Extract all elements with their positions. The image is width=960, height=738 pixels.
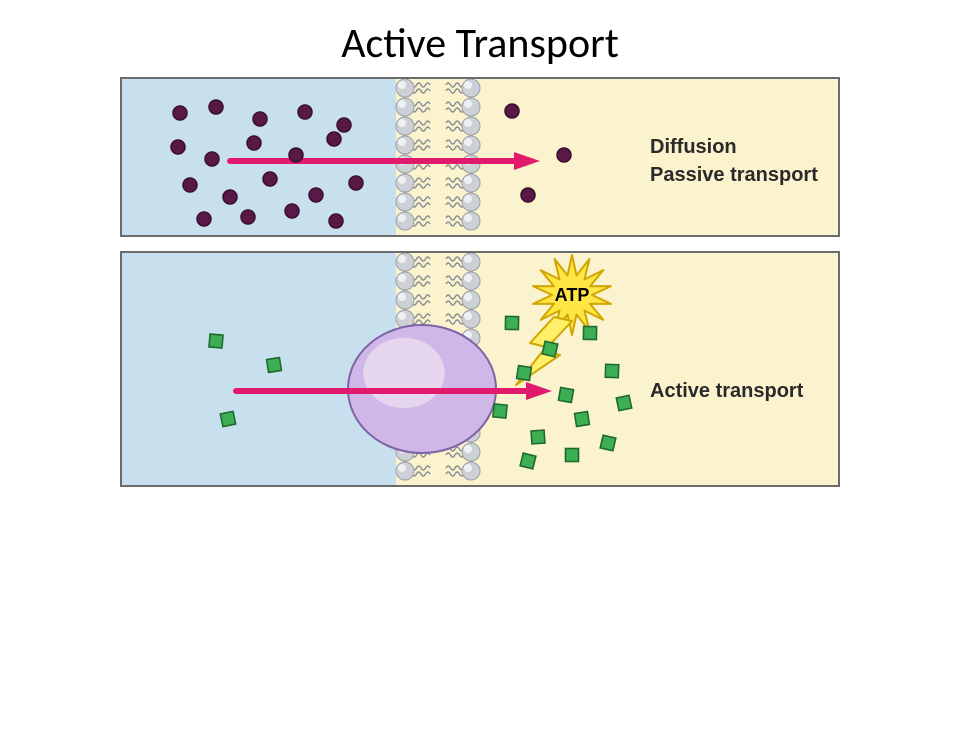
atp-label: ATP xyxy=(555,285,590,305)
active-transport-label: Active transport xyxy=(650,380,804,402)
diagram-panels: Diffusion Passive transport ATP Active tra… xyxy=(120,77,840,487)
page-title: Active Transport xyxy=(0,18,960,69)
active-transport-panel: ATP Active transport xyxy=(120,251,840,487)
diffusion-label: Diffusion xyxy=(650,136,737,158)
passive-transport-label: Passive transport xyxy=(650,164,818,186)
diffusion-panel: Diffusion Passive transport xyxy=(120,77,840,237)
